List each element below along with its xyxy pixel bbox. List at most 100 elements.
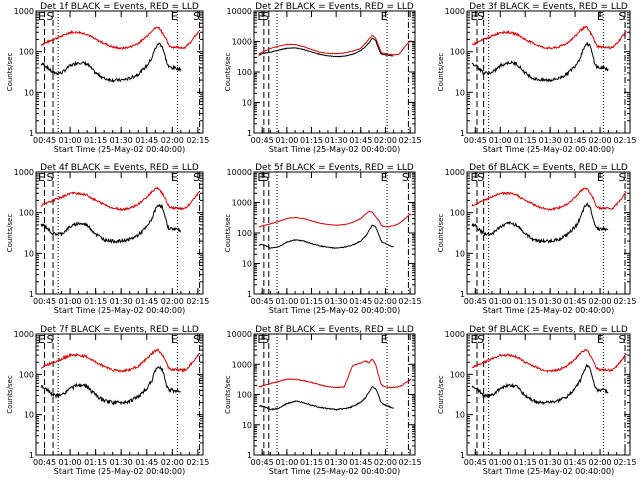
y-axis-label: Counts/sec: [224, 214, 232, 253]
detector-panel-8: Det 8f BLACK = Events, RED = LLD 1 10 100 10…: [224, 325, 422, 476]
y-tick-label: 100: [237, 68, 252, 77]
x-tick-label: 01:30: [110, 297, 133, 306]
plot-frame: [35, 10, 204, 134]
x-tick-label: 01:00: [59, 297, 82, 306]
event-marker-label: S: [619, 171, 626, 184]
x-tick-label: 01:30: [325, 136, 348, 145]
y-tick-label: 10000: [227, 168, 252, 177]
y-axis-label: Counts/sec: [437, 375, 445, 414]
x-tick-label: 01:45: [564, 458, 587, 467]
y-tick-label: 10000: [227, 7, 252, 16]
panel-title: Det 1f BLACK = Events, RED = LLD: [40, 2, 199, 12]
x-tick-label: 01:45: [564, 297, 587, 306]
panel-title: Det 8f BLACK = Events, RED = LLD: [255, 325, 414, 335]
event-marker-label: S: [47, 333, 54, 346]
series-line-events: [471, 363, 609, 406]
y-tick-label: 1000: [14, 7, 34, 16]
event-marker-label: S: [262, 10, 269, 23]
plot-frame: [466, 171, 631, 295]
event-marker-label: E: [257, 333, 264, 346]
x-tick-label: 01:45: [135, 458, 158, 467]
event-marker-label: S: [193, 10, 200, 23]
x-tick-label: 02:15: [613, 136, 636, 145]
y-tick-label: 1: [247, 451, 252, 460]
x-tick-label: 01:00: [59, 136, 82, 145]
event-marker-label: S: [477, 171, 484, 184]
y-tick-label: 10: [455, 249, 465, 258]
series-line-lld: [40, 187, 200, 212]
y-tick-label: 10: [24, 411, 34, 420]
x-axis-label: Start Time (25-May-02 00:40:00): [269, 306, 400, 315]
x-tick-label: 02:15: [186, 458, 209, 467]
x-tick-label: 01:15: [84, 136, 107, 145]
y-tick-label: 100: [450, 48, 465, 57]
detector-panel-1: Det 1f BLACK = Events, RED = LLD 1 10 100 10…: [6, 2, 209, 154]
x-tick-label: 01:15: [84, 297, 107, 306]
x-tick-label: 01:30: [110, 136, 133, 145]
x-tick-label: 01:30: [539, 297, 562, 306]
y-tick-label: 100: [19, 209, 34, 218]
event-marker-label: E: [471, 333, 478, 346]
x-tick-label: 00:45: [251, 297, 274, 306]
x-tick-label: 01:15: [514, 136, 537, 145]
x-tick-label: 00:45: [464, 458, 487, 467]
detector-panel-2: Det 2f BLACK = Events, RED = LLD 1 10 100 10…: [224, 2, 422, 154]
series-line-events: [258, 37, 394, 58]
x-axis-label: Start Time (25-May-02 00:40:00): [483, 306, 614, 315]
x-tick-label: 00:45: [464, 136, 487, 145]
panel-title: Det 3f BLACK = Events, RED = LLD: [469, 2, 628, 12]
event-marker-label: S: [619, 10, 626, 23]
x-tick-label: 01:30: [325, 297, 348, 306]
y-tick-label: 100: [19, 48, 34, 57]
x-tick-label: 01:45: [349, 458, 372, 467]
x-tick-label: 02:00: [161, 136, 184, 145]
x-tick-label: 01:30: [325, 458, 348, 467]
x-axis-label: Start Time (25-May-02 00:40:00): [54, 145, 185, 154]
x-tick-label: 00:45: [33, 136, 56, 145]
x-tick-label: 01:15: [514, 458, 537, 467]
y-axis-label: Counts/sec: [6, 53, 14, 92]
y-tick-label: 1000: [232, 38, 252, 47]
x-tick-label: 00:45: [33, 458, 56, 467]
series-line-lld: [471, 187, 627, 212]
x-tick-label: 01:30: [539, 136, 562, 145]
y-tick-label: 1000: [445, 7, 465, 16]
series-line-events: [471, 42, 609, 83]
x-tick-label: 02:00: [161, 297, 184, 306]
x-tick-label: 02:15: [186, 136, 209, 145]
x-tick-label: 02:00: [374, 297, 397, 306]
x-axis-label: Start Time (25-May-02 00:40:00): [269, 467, 400, 476]
plot-frame: [253, 333, 416, 456]
x-tick-label: 02:00: [374, 136, 397, 145]
x-tick-label: 01:00: [489, 136, 512, 145]
panel-title: Det 6f BLACK = Events, RED = LLD: [469, 163, 628, 173]
plot-frame: [253, 10, 416, 134]
event-marker-label: E: [171, 333, 178, 346]
y-tick-label: 100: [450, 370, 465, 379]
event-marker-label: E: [597, 171, 604, 184]
y-tick-label: 1: [29, 451, 34, 460]
plot-frame: [35, 333, 204, 456]
series-line-lld: [471, 348, 627, 373]
x-tick-label: 02:15: [186, 297, 209, 306]
y-axis-label: Counts/sec: [6, 214, 14, 253]
x-tick-label: 01:00: [275, 297, 298, 306]
x-tick-label: 00:45: [251, 136, 274, 145]
panel-title: Det 9f BLACK = Events, RED = LLD: [469, 325, 628, 335]
series-line-events: [258, 386, 394, 411]
y-tick-label: 1: [29, 290, 34, 299]
detector-panel-5: Det 5f BLACK = Events, RED = LLD 1 10 100 10…: [224, 163, 422, 315]
plot-frame: [466, 333, 631, 456]
event-marker-label: E: [597, 333, 604, 346]
y-tick-label: 1000: [232, 199, 252, 208]
detector-panel-9: Det 9f BLACK = Events, RED = LLD 1 10 100 10…: [437, 325, 637, 476]
series-line-events: [40, 365, 182, 406]
panel-title: Det 5f BLACK = Events, RED = LLD: [255, 163, 414, 173]
x-tick-label: 01:00: [489, 458, 512, 467]
series-line-events: [40, 203, 182, 244]
detector-panel-4: Det 4f BLACK = Events, RED = LLD 1 10 100 10…: [6, 163, 209, 315]
x-tick-label: 02:15: [613, 297, 636, 306]
x-tick-label: 01:15: [300, 458, 323, 467]
x-tick-label: 01:00: [489, 297, 512, 306]
